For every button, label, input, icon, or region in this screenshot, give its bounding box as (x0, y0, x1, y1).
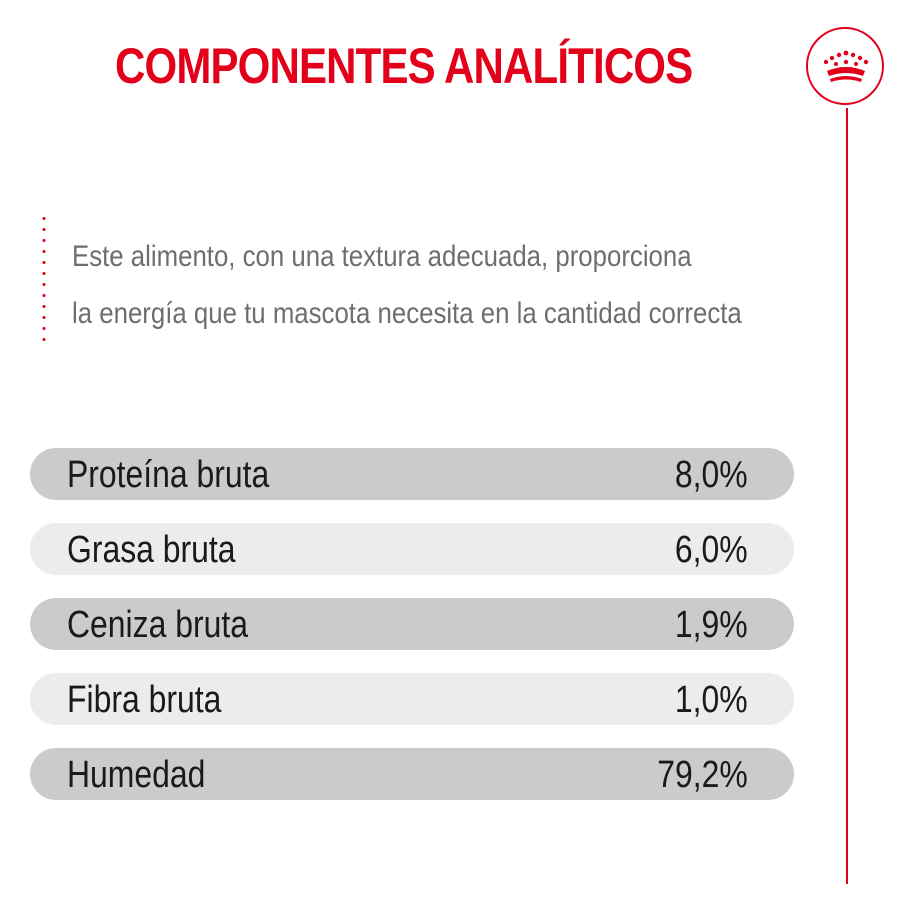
table-row: Humedad 79,2% (30, 748, 794, 800)
table-row: Grasa bruta 6,0% (30, 523, 794, 575)
crown-icon (823, 50, 869, 82)
intro-line-1: Este alimento, con una textura adecuada,… (72, 240, 692, 273)
dotted-accent-line (42, 213, 46, 348)
brand-vertical-rule (846, 108, 848, 884)
component-value: 8,0% (675, 454, 748, 496)
page-title: COMPONENTES ANALÍTICOS (115, 38, 693, 94)
analytical-components-table: Proteína bruta 8,0% Grasa bruta 6,0% Cen… (30, 448, 794, 823)
component-name: Grasa bruta (67, 529, 236, 571)
component-name: Ceniza bruta (67, 604, 248, 646)
table-row: Proteína bruta 8,0% (30, 448, 794, 500)
component-name: Humedad (67, 754, 206, 796)
component-value: 1,0% (675, 679, 748, 721)
table-row: Fibra bruta 1,0% (30, 673, 794, 725)
component-name: Proteína bruta (67, 454, 270, 496)
component-value: 6,0% (675, 529, 748, 571)
component-value: 1,9% (675, 604, 748, 646)
component-value: 79,2% (657, 754, 748, 796)
table-row: Ceniza bruta 1,9% (30, 598, 794, 650)
intro-line-2: la energía que tu mascota necesita en la… (72, 297, 742, 330)
component-name: Fibra bruta (67, 679, 222, 721)
intro-text: Este alimento, con una textura adecuada,… (72, 228, 742, 342)
brand-badge (806, 27, 884, 105)
